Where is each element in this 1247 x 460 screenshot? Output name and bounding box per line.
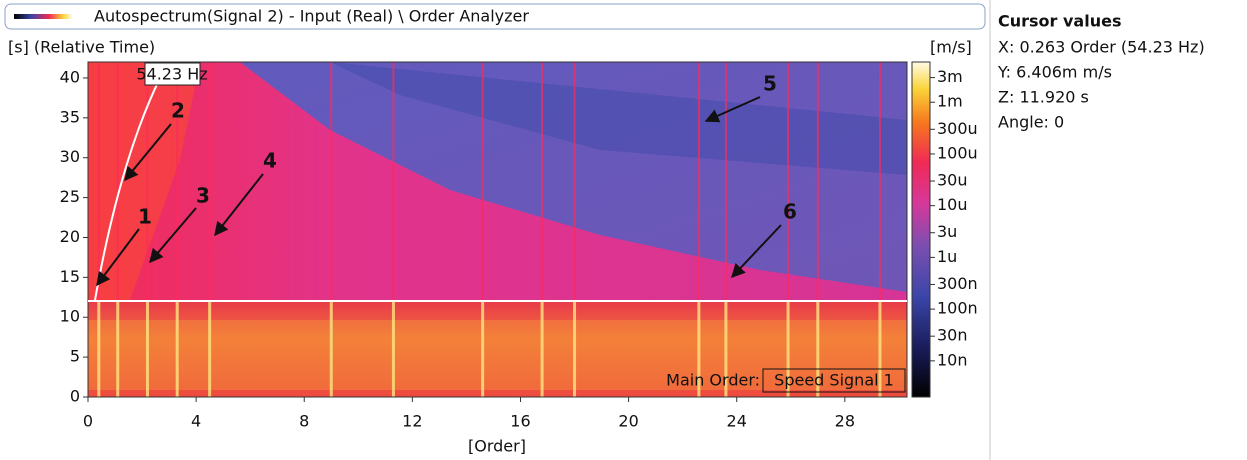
colorbar-tick-label: 3m bbox=[937, 67, 963, 86]
annotation-label: 4 bbox=[263, 149, 277, 173]
annotation-arrow bbox=[704, 96, 761, 123]
main-order-box bbox=[762, 368, 906, 393]
order-curve bbox=[94, 77, 161, 301]
annotation-arrow bbox=[124, 123, 172, 182]
y-tick-label: 30 bbox=[60, 147, 80, 166]
x-tick-label: 12 bbox=[402, 412, 422, 431]
main-order-value: Speed Signal 1 bbox=[774, 371, 894, 390]
window-title: Autospectrum(Signal 2) - Input (Real) \ … bbox=[94, 7, 529, 26]
annotation-arrow bbox=[96, 228, 140, 287]
x-tick-label: 20 bbox=[618, 412, 638, 431]
annotation-arrow bbox=[731, 224, 782, 279]
x-tick-label: 8 bbox=[299, 412, 309, 431]
y-axis-label: [s] (Relative Time) bbox=[8, 38, 155, 57]
cursor-value: Z: 11.920 s bbox=[998, 88, 1089, 107]
y-tick-label: 25 bbox=[60, 187, 80, 206]
y-tick-label: 5 bbox=[70, 347, 80, 366]
title-bar bbox=[4, 3, 986, 30]
colorbar-tick-label: 10n bbox=[937, 350, 968, 369]
colorbar-label: [m/s] bbox=[930, 38, 972, 57]
colorbar-tick-label: 1u bbox=[937, 247, 957, 266]
colorbar-tick-label: 10u bbox=[937, 195, 968, 214]
y-tick-label: 40 bbox=[60, 67, 80, 86]
cursor-label: 54.23 Hz bbox=[136, 65, 207, 84]
x-tick-label: 24 bbox=[727, 412, 747, 431]
annotation-label: 5 bbox=[763, 72, 777, 96]
annotation-label: 6 bbox=[783, 200, 797, 224]
cursor-value: X: 0.263 Order (54.23 Hz) bbox=[998, 38, 1205, 57]
annotation-arrow bbox=[149, 207, 197, 264]
spectrogram bbox=[88, 62, 907, 397]
colorbar bbox=[911, 61, 931, 398]
x-tick-label: 16 bbox=[510, 412, 530, 431]
colorbar-tick-label: 100u bbox=[937, 143, 978, 162]
colorbar-tick-label: 100n bbox=[937, 299, 978, 318]
y-tick-label: 0 bbox=[70, 387, 80, 406]
y-tick-label: 35 bbox=[60, 107, 80, 126]
annotation-label: 1 bbox=[138, 205, 152, 229]
annotation-label: 2 bbox=[171, 99, 185, 123]
x-axis-label: [Order] bbox=[468, 437, 526, 456]
colorbar-tick-label: 3u bbox=[937, 222, 957, 241]
cursor-panel-title: Cursor values bbox=[998, 12, 1121, 31]
annotation-label: 3 bbox=[196, 184, 210, 208]
colorbar-tick-label: 30n bbox=[937, 326, 968, 345]
x-tick-label: 28 bbox=[835, 412, 855, 431]
annotation-arrow bbox=[214, 173, 264, 237]
main-order-label: Main Order: bbox=[666, 371, 760, 390]
plot-frame bbox=[87, 61, 908, 398]
y-tick-label: 20 bbox=[60, 227, 80, 246]
cursor-value: Y: 6.406m m/s bbox=[997, 63, 1112, 82]
x-tick-label: 0 bbox=[83, 412, 93, 431]
colorbar-tick-label: 300u bbox=[937, 119, 978, 138]
cursor-value: Angle: 0 bbox=[998, 113, 1064, 132]
colorbar-tick-label: 300n bbox=[937, 274, 978, 293]
cursor-label-box bbox=[144, 62, 201, 86]
x-tick-label: 4 bbox=[191, 412, 201, 431]
colormap-icon bbox=[14, 14, 72, 19]
y-tick-label: 15 bbox=[60, 267, 80, 286]
colorbar-tick-label: 30u bbox=[937, 171, 968, 190]
colorbar-tick-label: 1m bbox=[937, 92, 963, 111]
y-tick-label: 10 bbox=[60, 307, 80, 326]
